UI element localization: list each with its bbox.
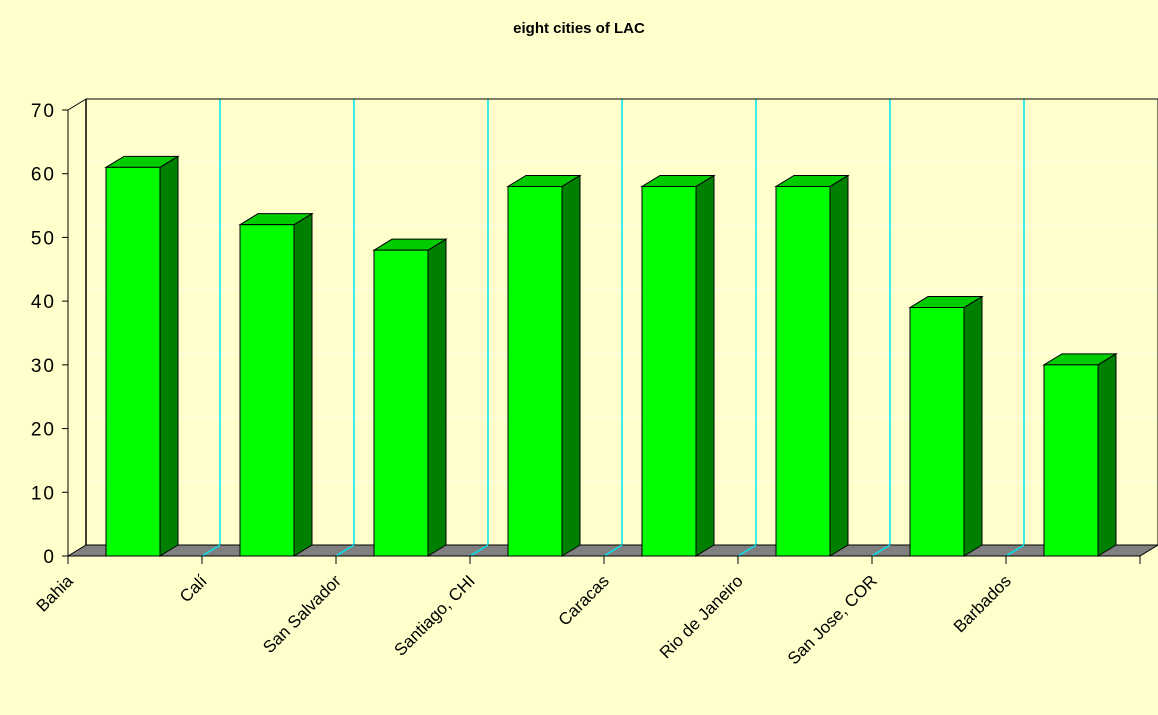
- x-category-label: San Salvador: [259, 571, 345, 657]
- grid-layer: [66, 98, 1158, 557]
- side-wall-top-edge: [67, 98, 87, 111]
- x-category-label: Caracas: [555, 571, 613, 629]
- bar-front: [373, 249, 429, 557]
- y-tick-label: 30: [31, 356, 56, 377]
- floor-gridline: [737, 544, 757, 557]
- x-category-label: Santiago, CHI: [391, 571, 479, 659]
- bar-front: [507, 185, 563, 557]
- bar: [506, 174, 582, 557]
- floor-gridline: [1005, 544, 1025, 557]
- bar-side: [963, 295, 983, 557]
- x-category-label: Bahia: [33, 571, 78, 616]
- bar-front: [239, 224, 295, 557]
- y-tick-label: 40: [31, 292, 56, 313]
- x-category-label: Rio de Janeiro: [656, 571, 747, 662]
- bar-front: [775, 185, 831, 557]
- bar-side: [1097, 352, 1117, 557]
- bar-side: [293, 212, 313, 557]
- bar: [1042, 352, 1118, 557]
- floor-gridline: [335, 544, 355, 557]
- bar-front: [105, 166, 161, 557]
- bar-side: [695, 174, 715, 557]
- floor-gridline: [603, 544, 623, 557]
- bar: [774, 174, 850, 557]
- bar-side: [427, 238, 447, 557]
- floor-gridline: [201, 544, 221, 557]
- bar: [640, 174, 716, 557]
- bar-side: [561, 174, 581, 557]
- bar-side: [159, 155, 179, 557]
- floor-gridline: [871, 544, 891, 557]
- bar: [908, 295, 984, 557]
- chart-title: eight cities of LAC: [513, 20, 645, 37]
- y-tick-label: 50: [31, 228, 56, 249]
- bar-front: [641, 185, 697, 557]
- y-tick-label: 10: [31, 483, 56, 504]
- x-category-label: San Jose, COR: [784, 571, 881, 668]
- bar-front: [909, 307, 965, 557]
- y-tick-label: 60: [31, 165, 56, 186]
- floor-gridline: [469, 544, 489, 557]
- x-category-label: Barbados: [950, 571, 1015, 636]
- y-tick-label: 70: [31, 101, 56, 122]
- bar: [238, 212, 314, 557]
- x-category-label: Calí: [176, 571, 211, 606]
- bar: [372, 238, 448, 557]
- bar-front: [1043, 364, 1099, 557]
- bar-layer: [104, 155, 1118, 557]
- y-tick-label: 20: [31, 420, 56, 441]
- bar: [104, 155, 180, 557]
- bar-side: [829, 174, 849, 557]
- y-tick-label: 0: [43, 547, 56, 568]
